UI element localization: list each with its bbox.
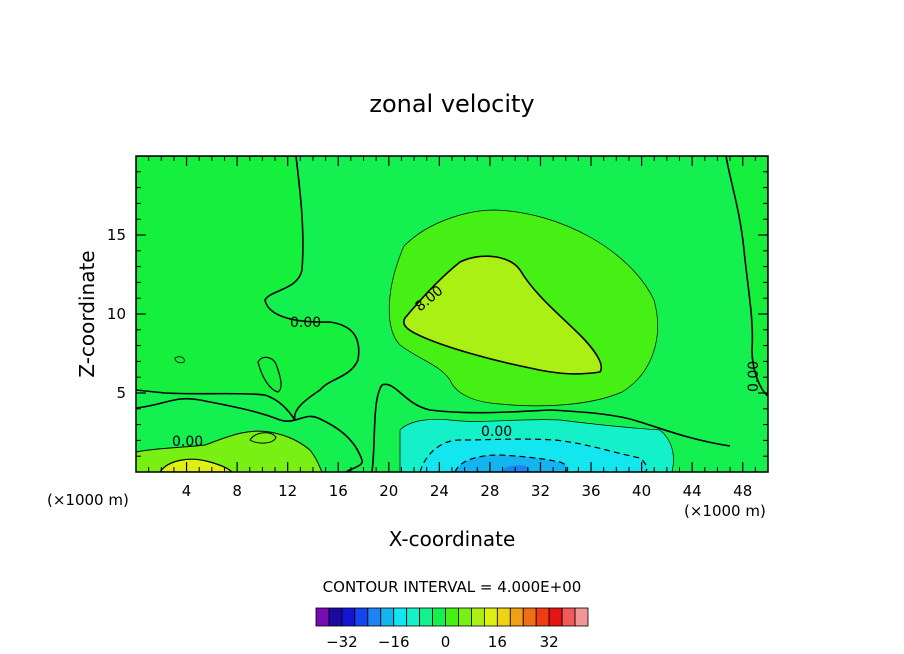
zonal-velocity-contour-plot: zonal velocity 0.00 8.00 0.00 0.00 0.00 …	[0, 0, 904, 654]
colorbar-swatch	[458, 608, 471, 626]
colorbar-swatch	[394, 608, 407, 626]
y-tick-label: 15	[107, 226, 126, 244]
colorbar-swatch	[407, 608, 420, 626]
colorbar-swatch	[381, 608, 394, 626]
x-tick-label: 16	[329, 482, 348, 500]
colorbar-tick-label: −32	[326, 633, 358, 651]
colorbar-swatch	[510, 608, 523, 626]
colorbar-tick-label: 16	[488, 633, 507, 651]
x-tick-label: 24	[430, 482, 449, 500]
colorbar-tick-label: −16	[378, 633, 410, 651]
contour-label-lower-zero: 0.00	[481, 424, 512, 440]
colorbar-swatch	[549, 608, 562, 626]
contour-interval-label: CONTOUR INTERVAL = 4.000E+00	[323, 578, 582, 596]
contour-field	[136, 156, 768, 472]
colorbar-swatch	[523, 608, 536, 626]
colorbar-tick-label: 32	[540, 633, 559, 651]
colorbar-swatch	[316, 608, 329, 626]
y-tick-label: 10	[107, 305, 126, 323]
colorbar-swatch	[484, 608, 497, 626]
colorbar-tick-label: 0	[441, 633, 451, 651]
colorbar-swatch	[420, 608, 433, 626]
colorbar-swatch	[497, 608, 510, 626]
colorbar-swatch	[536, 608, 549, 626]
x-tick-label: 32	[531, 482, 550, 500]
colorbar-swatch	[446, 608, 459, 626]
x-axis-title: X-coordinate	[389, 527, 516, 551]
x-tick-label: 8	[232, 482, 242, 500]
colorbar: −32 −16 0 16 32	[316, 608, 588, 651]
colorbar-swatch	[575, 608, 588, 626]
x-unit-label-left: (×1000 m)	[47, 491, 129, 509]
colorbar-swatch	[355, 608, 368, 626]
x-tick-label: 44	[683, 482, 702, 500]
colorbar-swatch	[368, 608, 381, 626]
x-tick-label: 12	[278, 482, 297, 500]
colorbar-swatch	[471, 608, 484, 626]
colorbar-swatch	[342, 608, 355, 626]
y-axis-title: Z-coordinate	[75, 250, 99, 377]
colorbar-swatch	[329, 608, 342, 626]
x-tick-label: 48	[733, 482, 752, 500]
x-tick-label: 28	[480, 482, 499, 500]
colorbar-swatch	[433, 608, 446, 626]
x-tick-label: 40	[632, 482, 651, 500]
x-tick-label: 4	[182, 482, 192, 500]
contour-label-upper-zero: 0.00	[290, 315, 321, 331]
x-unit-label-right: (×1000 m)	[684, 502, 766, 520]
plot-title: zonal velocity	[369, 90, 534, 118]
colorbar-swatch	[562, 608, 575, 626]
x-tick-label: 20	[379, 482, 398, 500]
contour-label-left-zero: 0.00	[172, 434, 203, 450]
y-tick-label: 5	[116, 384, 126, 402]
x-tick-label: 36	[581, 482, 600, 500]
contour-label-right-zero: 0.00	[746, 361, 762, 392]
